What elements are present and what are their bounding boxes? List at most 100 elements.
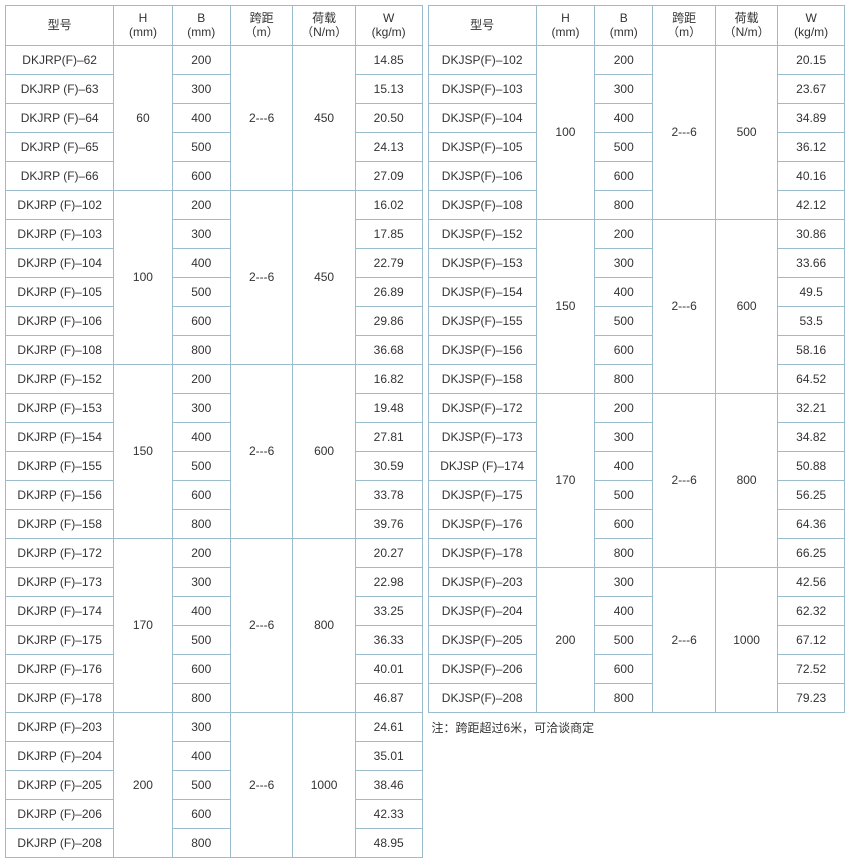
cell-B: 600 (172, 799, 230, 828)
table-row: DKJSP(F)–17330034.82 (428, 422, 845, 451)
cell-B: 400 (172, 596, 230, 625)
cell-W: 24.61 (355, 712, 422, 741)
cell-B: 600 (595, 654, 653, 683)
cell-H: 100 (114, 190, 172, 364)
cell-model: DKJRP (F)–176 (6, 654, 114, 683)
col-W: W(kg/m) (355, 6, 422, 46)
cell-H: 100 (536, 45, 594, 219)
cell-B: 200 (172, 364, 230, 393)
cell-model: DKJRP (F)–153 (6, 393, 114, 422)
cell-model: DKJSP(F)–178 (428, 538, 536, 567)
cell-span: 2---6 (653, 45, 715, 219)
cell-B: 600 (172, 306, 230, 335)
cell-B: 800 (595, 190, 653, 219)
cell-load: 800 (293, 538, 355, 712)
cell-B: 300 (172, 74, 230, 103)
table-row: DKJRP (F)–17330022.98 (6, 567, 423, 596)
cell-B: 400 (172, 741, 230, 770)
cell-B: 500 (595, 480, 653, 509)
left-table: 型号 H(mm) B(mm) 跨距（m） 荷载（N/m） W(kg/m) DKJ… (5, 5, 423, 858)
cell-W: 16.02 (355, 190, 422, 219)
table-row: DKJSP(F)–1021002002---650020.15 (428, 45, 845, 74)
cell-W: 33.66 (778, 248, 845, 277)
table-row: DKJRP (F)–20660042.33 (6, 799, 423, 828)
table-row: DKJRP (F)–17440033.25 (6, 596, 423, 625)
cell-model: DKJSP(F)–204 (428, 596, 536, 625)
table-row: DKJSP(F)–20880079.23 (428, 683, 845, 712)
cell-W: 39.76 (355, 509, 422, 538)
table-row: DKJSP(F)–10330023.67 (428, 74, 845, 103)
cell-B: 200 (172, 190, 230, 219)
cell-W: 62.32 (778, 596, 845, 625)
cell-model: DKJSP(F)–152 (428, 219, 536, 248)
cell-B: 400 (595, 596, 653, 625)
cell-model: DKJSP(F)–205 (428, 625, 536, 654)
table-row: DKJSP(F)–10440034.89 (428, 103, 845, 132)
cell-W: 36.68 (355, 335, 422, 364)
cell-B: 300 (595, 422, 653, 451)
cell-model: DKJRP (F)–106 (6, 306, 114, 335)
cell-model: DKJRP (F)–105 (6, 277, 114, 306)
table-row: DKJSP(F)–17660064.36 (428, 509, 845, 538)
cell-span: 2---6 (230, 712, 292, 857)
col-model: 型号 (6, 6, 114, 46)
cell-W: 29.86 (355, 306, 422, 335)
table-row: DKJRP (F)–17880046.87 (6, 683, 423, 712)
cell-W: 79.23 (778, 683, 845, 712)
cell-B: 500 (172, 277, 230, 306)
cell-W: 33.78 (355, 480, 422, 509)
cell-model: DKJSP(F)–106 (428, 161, 536, 190)
table-row: DKJRP (F)–6550024.13 (6, 132, 423, 161)
cell-model: DKJRP (F)–173 (6, 567, 114, 596)
cell-B: 300 (172, 219, 230, 248)
cell-model: DKJRP (F)–203 (6, 712, 114, 741)
col-span: 跨距（m） (230, 6, 292, 46)
cell-model: DKJRP (F)–156 (6, 480, 114, 509)
cell-span: 2---6 (653, 219, 715, 393)
cell-load: 600 (293, 364, 355, 538)
table-row: DKJSP(F)–10660040.16 (428, 161, 845, 190)
col-load: 荷载（N/m） (293, 6, 355, 46)
tables-container: 型号 H(mm) B(mm) 跨距（m） 荷载（N/m） W(kg/m) DKJ… (5, 5, 845, 858)
table-row: DKJSP(F)–10550036.12 (428, 132, 845, 161)
cell-W: 35.01 (355, 741, 422, 770)
cell-B: 600 (172, 654, 230, 683)
cell-model: DKJRP (F)–103 (6, 219, 114, 248)
cell-W: 36.12 (778, 132, 845, 161)
cell-W: 64.52 (778, 364, 845, 393)
table-row: DKJSP(F)–1521502002---660030.86 (428, 219, 845, 248)
cell-B: 800 (172, 683, 230, 712)
cell-model: DKJRP (F)–172 (6, 538, 114, 567)
cell-B: 600 (172, 480, 230, 509)
cell-model: DKJSP(F)–154 (428, 277, 536, 306)
cell-B: 300 (172, 393, 230, 422)
cell-model: DKJSP(F)–203 (428, 567, 536, 596)
cell-model: DKJRP (F)–64 (6, 103, 114, 132)
right-table: 型号 H(mm) B(mm) 跨距（m） 荷载（N/m） W(kg/m) DKJ… (428, 5, 846, 713)
cell-span: 2---6 (653, 567, 715, 712)
table-row: DKJSP(F)–178 800 66.25 (428, 538, 845, 567)
cell-W: 14.85 (355, 45, 422, 74)
cell-W: 56.25 (778, 480, 845, 509)
cell-W: 66.25 (778, 538, 845, 567)
cell-W: 42.56 (778, 567, 845, 596)
cell-model: DKJSP(F)–172 (428, 393, 536, 422)
table-row: DKJRP (F)–10440022.79 (6, 248, 423, 277)
table-row: DKJRP (F)–10330017.85 (6, 219, 423, 248)
cell-B: 800 (172, 828, 230, 857)
cell-load: 450 (293, 190, 355, 364)
cell-W: 36.33 (355, 625, 422, 654)
table-row: DKJSP(F)–15880064.52 (428, 364, 845, 393)
cell-model: DKJSP(F)–102 (428, 45, 536, 74)
table-row: DKJSP(F)–15440049.5 (428, 277, 845, 306)
cell-model: DKJRP(F)–62 (6, 45, 114, 74)
cell-B: 400 (172, 103, 230, 132)
table-row: DKJSP(F)–15330033.66 (428, 248, 845, 277)
cell-W: 33.25 (355, 596, 422, 625)
cell-W: 53.5 (778, 306, 845, 335)
cell-B: 800 (595, 538, 653, 567)
cell-model: DKJRP (F)–104 (6, 248, 114, 277)
cell-H: 200 (114, 712, 172, 857)
cell-load: 450 (293, 45, 355, 190)
cell-B: 300 (595, 567, 653, 596)
